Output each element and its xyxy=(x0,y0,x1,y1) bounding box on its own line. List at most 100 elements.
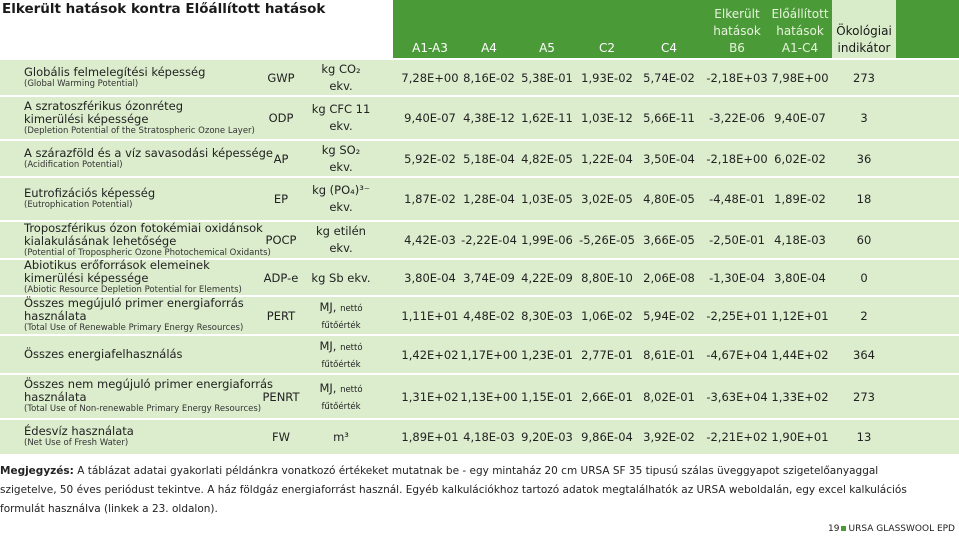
header-eco-line1: Ökológiai xyxy=(836,24,892,38)
row-separator xyxy=(0,139,959,141)
table-row xyxy=(0,178,959,220)
unit-line: ekv. xyxy=(329,241,353,255)
indicator-english-name: (Depletion Potential of the Stratospheri… xyxy=(24,125,255,136)
value-cell: 9,40E-07 xyxy=(404,111,456,125)
indicator-name: Eutrofizációs képesség (Eutrophication Po… xyxy=(24,187,155,211)
unit-line: MJ, nettó xyxy=(319,299,363,314)
indicator-abbreviation: PENRT xyxy=(262,389,300,404)
row-separator xyxy=(0,334,959,336)
indicator-abbreviation: ADP-e xyxy=(263,270,299,285)
value-cell: 5,18E-04 xyxy=(463,151,515,166)
indicator-abbreviation: ODP xyxy=(268,111,294,125)
value-cell: 6,02E-02 xyxy=(774,151,826,166)
unit-line: ekv. xyxy=(329,119,353,133)
value-cell: 8,16E-02 xyxy=(463,70,515,85)
row-separator xyxy=(0,220,959,222)
value-cell: 5,92E-02 xyxy=(404,151,456,166)
eco-indicator-cell: 0 xyxy=(860,270,868,285)
value-cell: 1,93E-02 xyxy=(581,70,633,85)
indicator-unit: kg CFC 11 ekv. xyxy=(306,101,376,135)
value-cell: 4,80E-05 xyxy=(643,192,695,206)
value-cell: 5,38E-01 xyxy=(521,70,573,85)
value-cell: 8,30E-03 xyxy=(521,308,573,323)
indicator-unit: MJ, nettó fűtőérték xyxy=(306,299,376,335)
eco-indicator-cell: 13 xyxy=(856,430,872,444)
value-cell: 3,74E-09 xyxy=(463,270,515,285)
indicator-name: Troposzférikus ózon fotokémiai oxidánsok… xyxy=(24,220,271,259)
value-cell: 3,80E-04 xyxy=(404,270,456,285)
value-cell: 9,20E-03 xyxy=(521,430,573,444)
unit-line: m³ xyxy=(333,430,349,444)
footnote-label: Megjegyzés: xyxy=(0,465,74,477)
value-cell: 1,89E-02 xyxy=(774,192,826,206)
indicator-abbreviation: AP xyxy=(273,151,289,166)
value-cell: -2,21E+02 xyxy=(706,430,768,444)
value-cell: 9,86E-04 xyxy=(581,430,633,444)
value-cell: 3,02E-05 xyxy=(581,192,633,206)
value-cell: 1,03E-12 xyxy=(581,111,633,125)
footer-brand: URSA GLASSWOOL EPD xyxy=(848,524,955,534)
indicator-name-line: Troposzférikus ózon fotokémiai oxidánsok xyxy=(24,220,263,235)
header-a1c4-line1: Előállított xyxy=(771,7,829,21)
header-a1c4-line3: A1-C4 xyxy=(781,41,819,55)
eco-indicator-cell: 2 xyxy=(860,308,868,323)
indicator-unit: m³ xyxy=(306,429,376,446)
value-cell: -5,26E-05 xyxy=(579,233,635,247)
indicator-name-line: használata xyxy=(24,309,87,323)
header-col-a5: A5 xyxy=(539,41,555,55)
indicator-english-name: (Eutrophication Potential) xyxy=(24,200,133,210)
indicator-name-line: Összes megújuló primer energiaforrás xyxy=(24,296,244,310)
table-row xyxy=(0,222,959,258)
value-cell: 8,61E-01 xyxy=(643,347,695,362)
value-cell: 1,12E+01 xyxy=(771,308,829,323)
value-cell: -2,18E+03 xyxy=(706,70,768,85)
indicator-unit: kg etilén ekv. xyxy=(306,223,376,257)
value-cell: 1,15E-01 xyxy=(521,389,573,404)
indicator-name-line: Abiotikus erőforrások elemeinek xyxy=(24,258,210,272)
unit-line: fűtőérték xyxy=(321,320,361,331)
header-col-c2: C2 xyxy=(598,41,615,55)
indicator-english-name: (Abiotic Resource Depletion Potential fo… xyxy=(24,285,242,295)
table-row xyxy=(0,297,959,334)
footnote-text: A táblázat adatai gyakorlati példánkra v… xyxy=(0,465,907,515)
indicator-english-name: (Net Use of Fresh Water) xyxy=(24,438,129,448)
indicator-unit: kg (PO₄)³⁻ ekv. xyxy=(306,182,376,216)
unit-line: kg SO₂ xyxy=(321,142,361,157)
eco-indicator-cell: 273 xyxy=(853,70,875,85)
header-eco-line2: indikátor xyxy=(837,41,891,55)
header-col-eco: Ökológiai indikátor xyxy=(832,23,896,57)
value-cell: 8,80E-10 xyxy=(581,270,633,285)
value-cell: 4,48E-02 xyxy=(463,308,515,323)
value-cell: 1,99E-06 xyxy=(521,233,573,247)
value-cell: 1,11E+01 xyxy=(401,308,459,323)
value-cell: 1,33E+02 xyxy=(771,389,829,404)
unit-line: ekv. xyxy=(329,200,353,214)
indicator-english-name: (Total Use of Renewable Primary Energy R… xyxy=(24,323,244,333)
indicator-unit: kg CO₂ ekv. xyxy=(306,61,376,95)
value-cell: 5,74E-02 xyxy=(643,70,695,85)
indicator-unit: kg Sb ekv. xyxy=(306,270,376,287)
indicator-unit: MJ, nettó fűtőérték xyxy=(306,338,376,374)
indicator-name: Összes nem megújuló primer energiaforrás… xyxy=(24,378,273,415)
unit-line: kg etilén xyxy=(316,224,366,238)
row-separator xyxy=(0,95,959,97)
value-cell: 1,22E-04 xyxy=(581,151,633,166)
value-cell: 1,90E+01 xyxy=(771,430,829,444)
row-separator xyxy=(0,418,959,420)
indicator-name: A szárazföld és a víz savasodási képessé… xyxy=(24,146,273,171)
header-col-a4: A4 xyxy=(481,41,497,55)
unit-line: fűtőérték xyxy=(321,359,361,370)
header-col-a1a3: A1-A3 xyxy=(412,41,448,55)
indicator-name-line: kialakulásának lehetősége xyxy=(24,233,177,248)
header-b6-line3: B6 xyxy=(729,41,745,55)
indicator-name-line: kimerülési képessége xyxy=(24,271,149,285)
value-cell: 4,42E-03 xyxy=(404,233,456,247)
value-cell: 1,13E+00 xyxy=(460,389,518,404)
value-cell: 5,94E-02 xyxy=(643,308,695,323)
value-cell: 1,87E-02 xyxy=(404,192,456,206)
value-cell: 7,98E+00 xyxy=(771,70,829,85)
indicator-abbreviation: EP xyxy=(273,192,289,206)
value-cell: 4,18E-03 xyxy=(463,430,515,444)
value-cell: 3,92E-02 xyxy=(643,430,695,444)
indicator-name: Édesvíz használata (Net Use of Fresh Wate… xyxy=(24,425,134,449)
